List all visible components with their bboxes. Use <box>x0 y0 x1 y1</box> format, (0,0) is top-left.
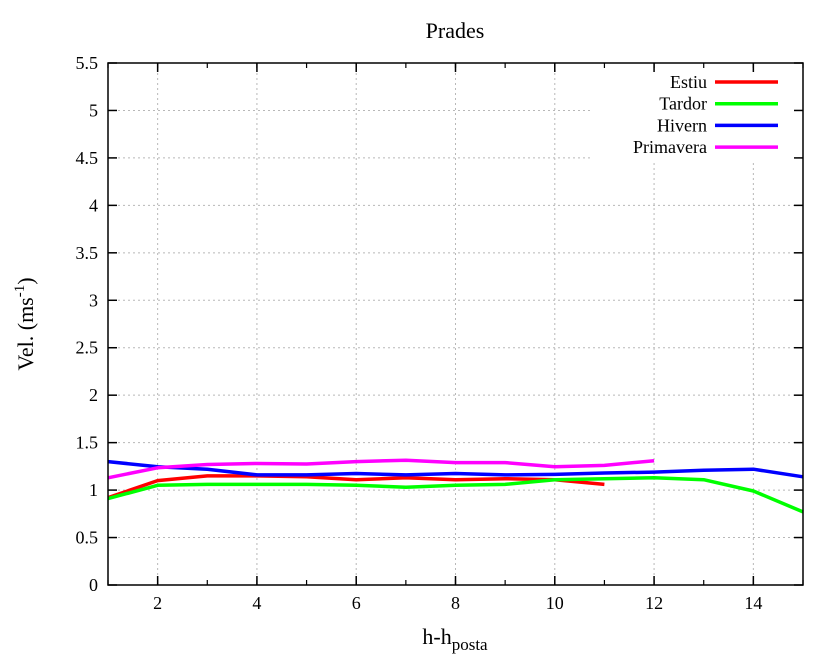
series-line-hivern <box>107 459 804 479</box>
y-axis-label-superscript: -1 <box>12 285 28 298</box>
x-tick-label: 2 <box>153 593 162 613</box>
y-tick-label: 4.5 <box>76 148 99 168</box>
y-axis-label-close: ) <box>13 277 38 284</box>
series-line-estiu <box>107 474 605 500</box>
series-line-primavera <box>107 458 655 480</box>
y-tick-label: 5.5 <box>76 53 99 73</box>
x-tick-label: 14 <box>744 593 762 613</box>
y-tick-label: 0.5 <box>76 528 99 548</box>
y-tick-label: 3 <box>89 290 98 310</box>
y-tick-label: 3.5 <box>76 243 99 263</box>
x-tick-label: 10 <box>546 593 564 613</box>
y-axis-label: Vel. (ms-1) <box>12 277 38 370</box>
legend-label: Hivern <box>657 115 707 135</box>
x-tick-label: 4 <box>252 593 261 613</box>
series-lines <box>107 458 804 514</box>
legend-label: Primavera <box>633 137 707 157</box>
series-line-tardor <box>107 476 804 514</box>
y-axis-label-main: Vel. (ms <box>13 297 38 370</box>
x-axis-label: h-hposta <box>422 624 488 654</box>
legend-label: Tardor <box>659 94 707 114</box>
x-axis-label-subscript: posta <box>452 635 488 654</box>
axis-ticks: 0 0.5 1 1.5 2 2.5 3 3.5 4 4.5 5 5.5 2 4 6 8 10 12 14 <box>76 53 804 613</box>
y-tick-label: 0 <box>89 575 98 595</box>
y-tick-label: 4 <box>89 195 98 215</box>
y-tick-label: 1.5 <box>76 433 99 453</box>
legend-label: Estiu <box>670 72 707 92</box>
x-axis-label-main: h-h <box>422 624 451 649</box>
chart-title: Prades <box>426 18 485 43</box>
y-tick-label: 2 <box>89 385 98 405</box>
y-tick-label: 1 <box>89 480 98 500</box>
y-tick-label: 2.5 <box>76 338 99 358</box>
x-tick-label: 6 <box>352 593 361 613</box>
x-tick-label: 8 <box>451 593 460 613</box>
y-tick-label: 5 <box>89 100 98 120</box>
x-tick-label: 12 <box>645 593 663 613</box>
